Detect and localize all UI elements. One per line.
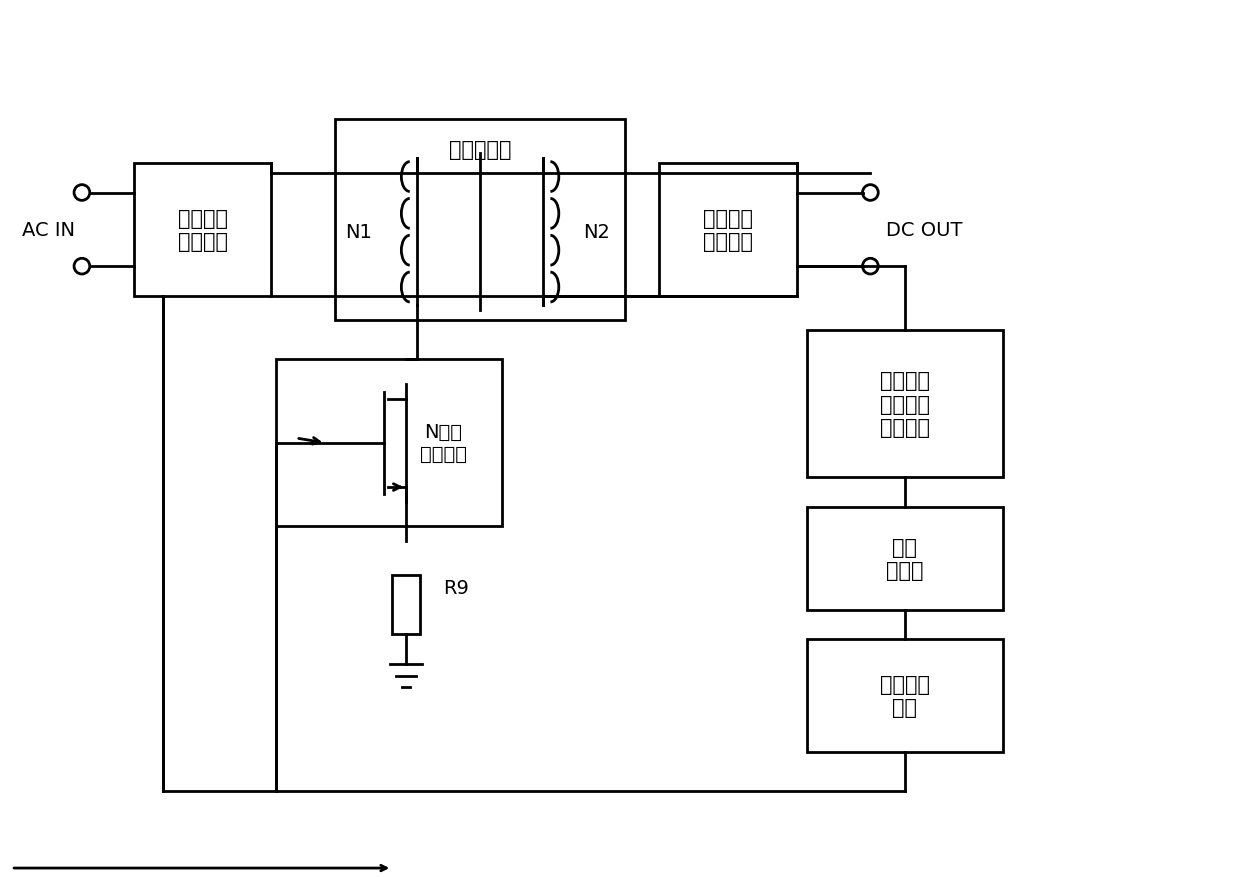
Text: DC OUT: DC OUT [887, 221, 962, 239]
Text: N沟道
场效应管: N沟道 场效应管 [420, 423, 466, 464]
Bar [806, 507, 1003, 610]
Text: 第二整流
滤波电路: 第二整流 滤波电路 [703, 209, 753, 252]
Text: 光电
耦合器: 光电 耦合器 [887, 537, 924, 581]
Text: 电压电流
误差信号
取样电路: 电压电流 误差信号 取样电路 [879, 371, 930, 438]
Text: 第一整流
滤波电路: 第一整流 滤波电路 [177, 209, 228, 252]
Text: N1: N1 [345, 223, 372, 242]
Text: 脉宽调制
电路: 脉宽调制 电路 [879, 674, 930, 717]
Text: N2: N2 [583, 223, 610, 242]
Bar [134, 164, 272, 296]
Bar [277, 360, 502, 527]
Bar [806, 331, 1003, 478]
Bar [660, 164, 797, 296]
Text: R9: R9 [443, 579, 469, 597]
Text: AC IN: AC IN [22, 221, 76, 239]
Bar [806, 639, 1003, 752]
Bar [335, 120, 625, 321]
Text: 隔离变压器: 隔离变压器 [449, 139, 511, 160]
Bar [392, 576, 419, 635]
